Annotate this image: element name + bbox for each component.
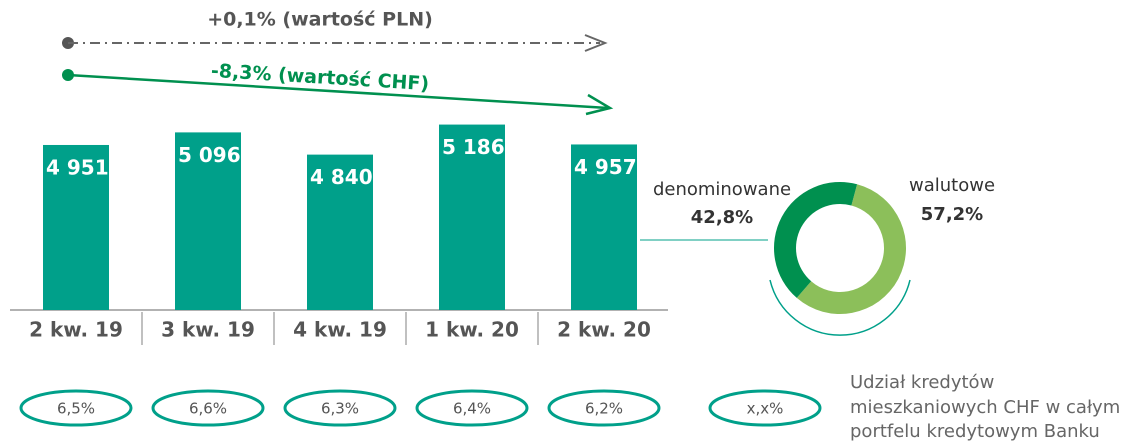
share-label: 6,3% [321, 400, 359, 418]
pie-label: walutowe [909, 175, 995, 196]
value-label: 4 951 [46, 155, 109, 179]
share-label: 6,2% [585, 400, 623, 418]
share-oval [283, 389, 397, 427]
pie-value: 42,8% [691, 207, 753, 228]
x-tick-label: 3 kw. 19 [161, 318, 255, 342]
annotation: +0,1% (wartość PLN) [207, 9, 433, 31]
pie-value: 57,2% [921, 204, 983, 225]
value-label: 4 957 [574, 155, 637, 179]
value-label: 5 186 [442, 135, 505, 159]
share-label: 6,6% [189, 400, 227, 418]
bar [43, 144, 109, 310]
x-tick-label: 1 kw. 20 [425, 318, 519, 342]
x-tick-label: 2 kw. 20 [557, 318, 651, 342]
share-oval [547, 389, 661, 427]
share-label: 6,4% [453, 400, 491, 418]
legend-text: portfelu kredytowym Banku [850, 421, 1100, 442]
share-oval [151, 389, 265, 427]
value-label: 4 840 [310, 165, 373, 189]
value-label: 5 096 [178, 143, 241, 167]
pln-arrowhead [584, 34, 608, 52]
chf-arrowhead [585, 93, 614, 116]
donut-segment [796, 184, 907, 315]
legend-symbol: x,x% [747, 400, 784, 418]
bar [571, 144, 637, 310]
chf-arrow [67, 73, 609, 110]
bar [307, 154, 373, 310]
share-oval [415, 389, 529, 427]
bar [439, 124, 505, 310]
x-tick-label: 4 kw. 19 [293, 318, 387, 342]
share-label: 6,5% [57, 400, 95, 418]
pie-label: denominowane [653, 179, 791, 200]
donut-segment [774, 182, 858, 298]
share-oval [19, 389, 133, 427]
legend-text: mieszkaniowych CHF w całym [850, 397, 1120, 418]
legend-text: Udział kredytów [850, 372, 994, 393]
x-tick-label: 2 kw. 19 [29, 318, 123, 342]
legend-oval [708, 389, 822, 427]
trend-arrows [62, 34, 614, 116]
donut-arc [769, 279, 911, 336]
bar [175, 132, 241, 310]
